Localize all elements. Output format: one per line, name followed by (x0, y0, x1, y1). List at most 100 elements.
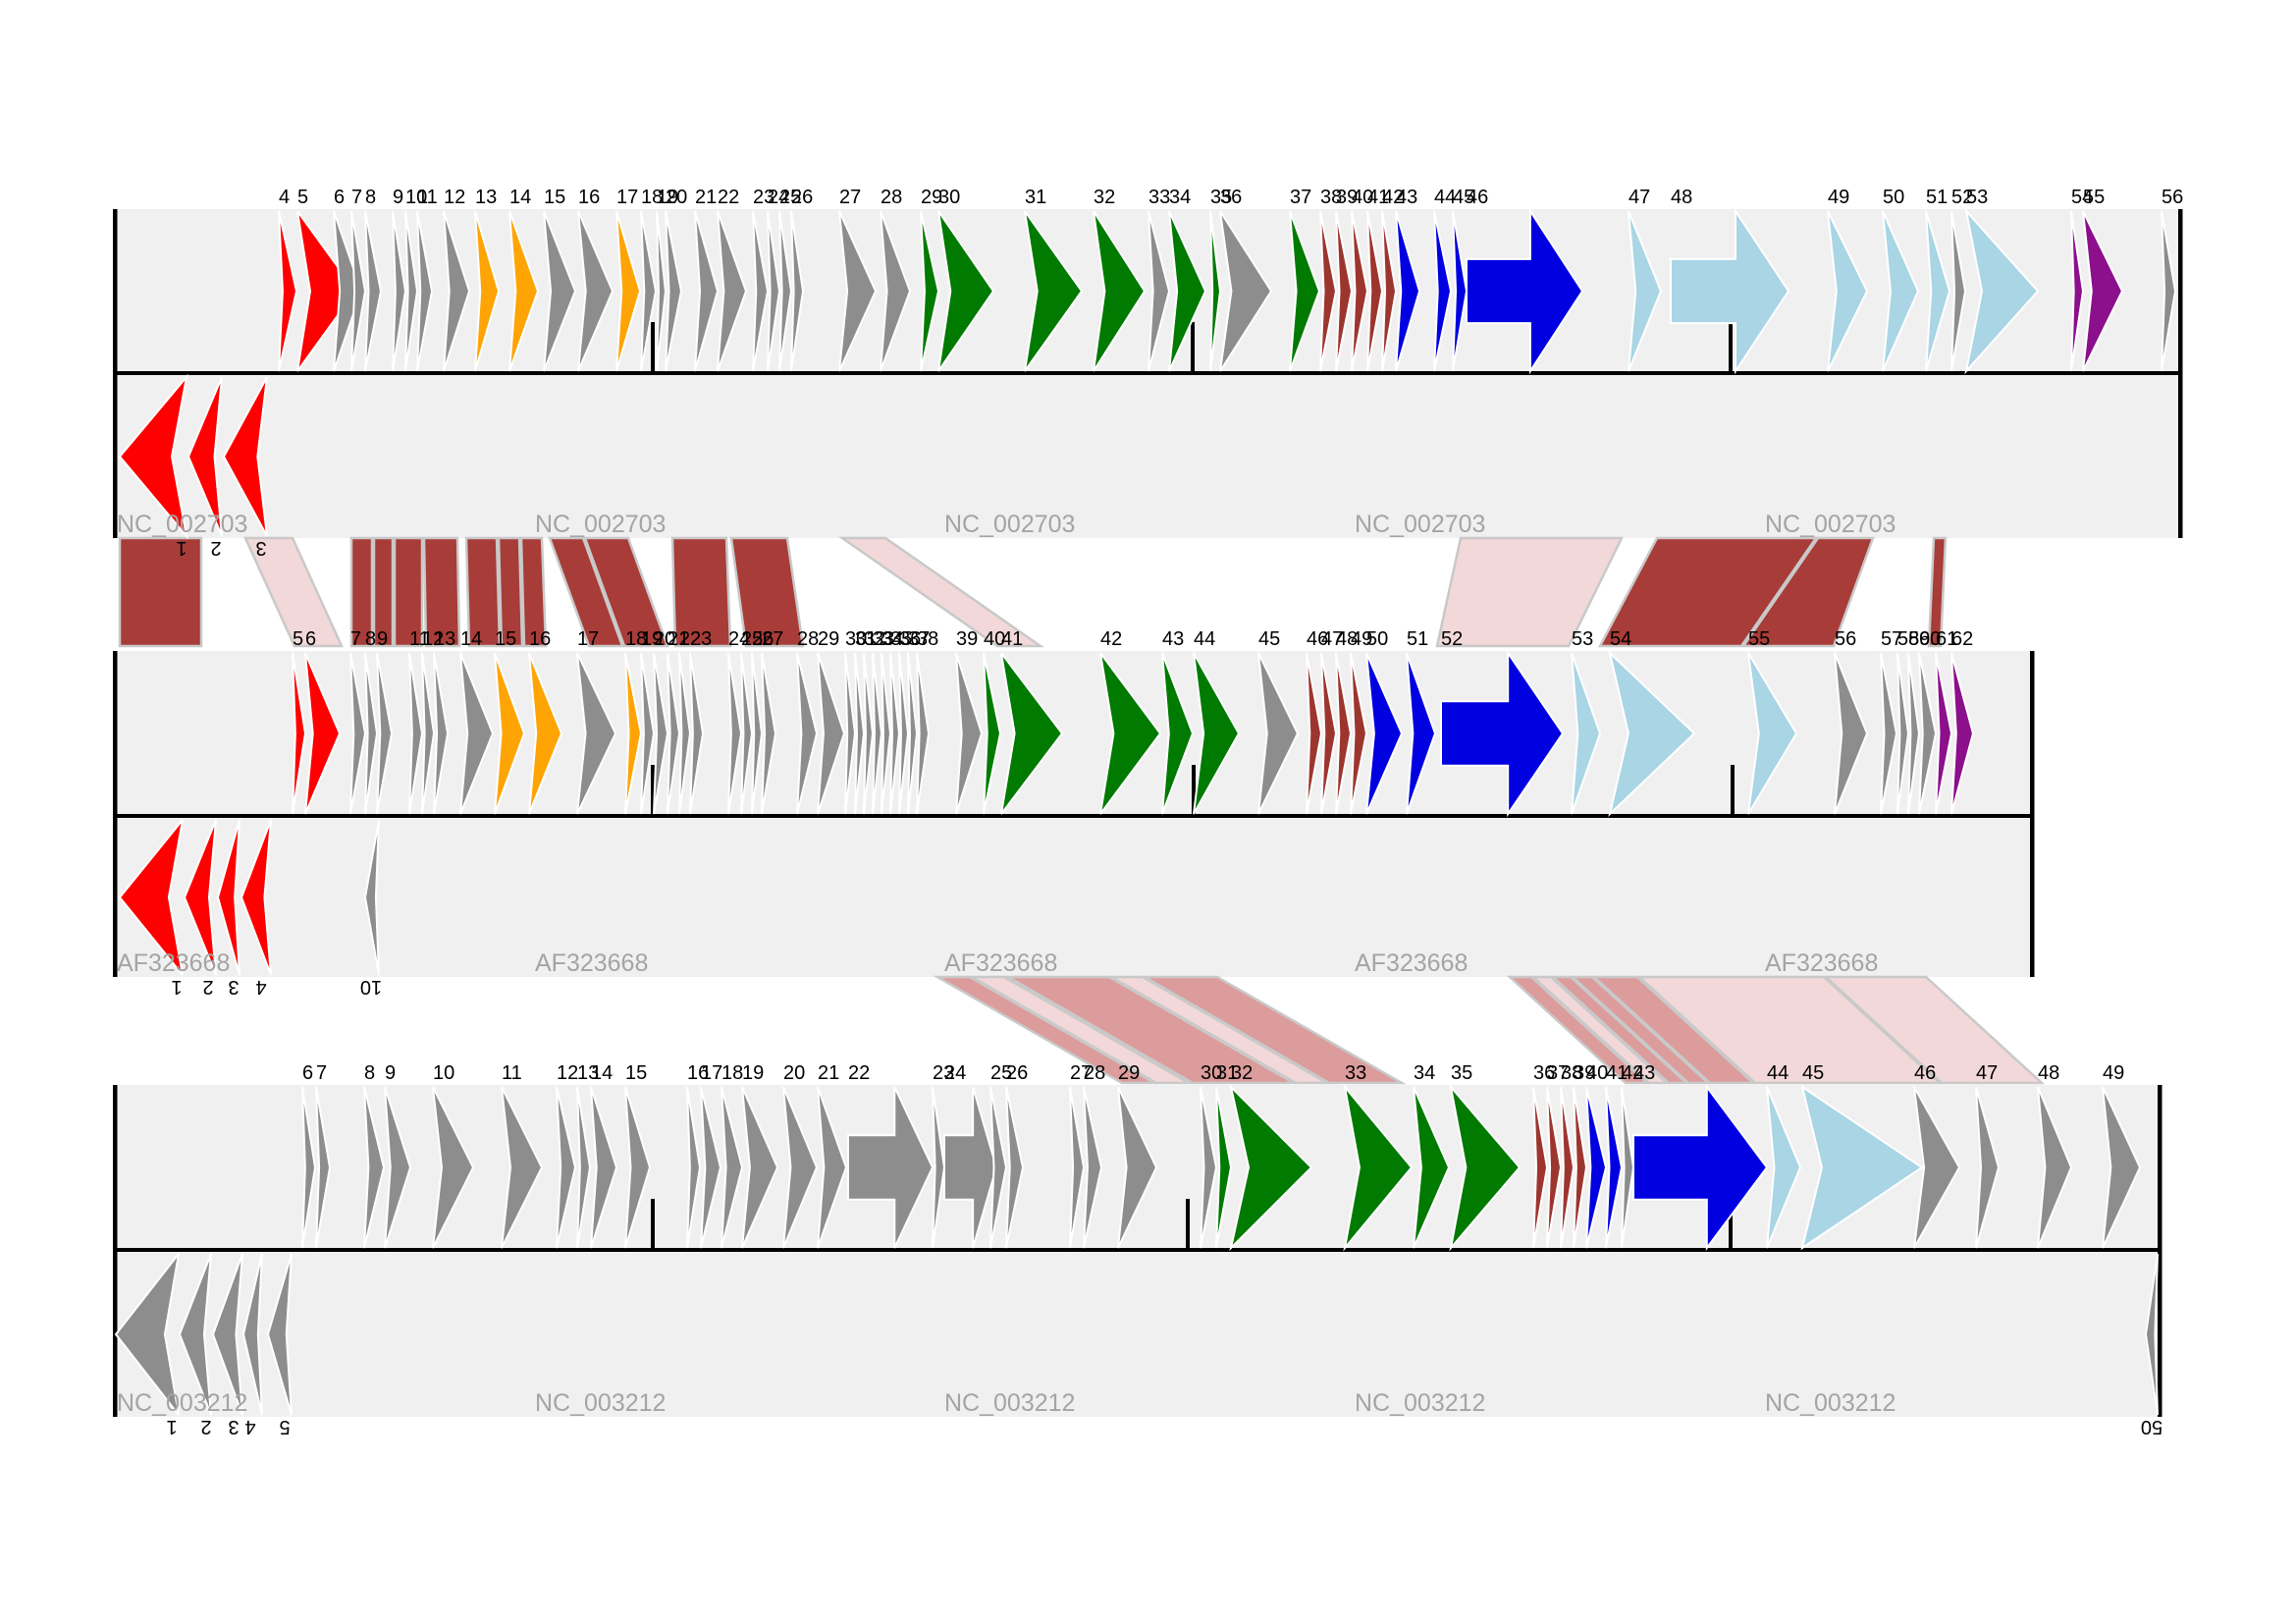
gene-arrow-bottom-27[interactable] (1069, 1086, 1086, 1249)
gene-arrow-bottom-29[interactable] (1117, 1086, 1158, 1249)
gene-arrow-top-41[interactable] (1366, 210, 1384, 372)
gene-arrow-middle-53[interactable] (1571, 652, 1602, 815)
gene-arrow-top-8[interactable] (364, 210, 383, 372)
gene-arrow-bottom-8[interactable] (363, 1086, 386, 1249)
gene-arrow-bottom-41[interactable] (1605, 1086, 1624, 1249)
gene-arrow-top-13[interactable] (474, 210, 501, 372)
gene-arrow-bottom-30[interactable] (1200, 1086, 1218, 1249)
gene-arrow-top-9[interactable] (392, 210, 407, 372)
gene-arrow-bottom-7[interactable] (315, 1086, 332, 1249)
gene-arrow-middle-31[interactable] (854, 652, 866, 815)
gene-arrow-top-34[interactable] (1168, 210, 1207, 372)
similarity-ribbon[interactable] (497, 536, 524, 648)
gene-arrow-top-20[interactable] (665, 210, 683, 372)
gene-arrow-bottom-20[interactable] (782, 1086, 819, 1249)
gene-arrow-bottom-4-rev[interactable] (241, 1253, 263, 1416)
gene-arrow-middle-33[interactable] (872, 652, 883, 815)
similarity-ribbon[interactable] (1635, 975, 1944, 1085)
gene-arrow-top-37[interactable] (1289, 210, 1321, 372)
gene-arrow-top-30[interactable] (937, 210, 995, 372)
gene-arrow-bottom-10[interactable] (432, 1086, 475, 1249)
gene-arrow-middle-58[interactable] (1896, 652, 1910, 815)
gene-arrow-top-53[interactable] (1964, 207, 2040, 375)
gene-arrow-top-14[interactable] (508, 210, 540, 372)
gene-arrow-top-55[interactable] (2082, 210, 2124, 372)
gene-arrow-middle-52[interactable] (1440, 649, 1565, 818)
gene-arrow-top-26[interactable] (790, 210, 805, 372)
gene-arrow-bottom-18[interactable] (721, 1086, 744, 1249)
gene-arrow-middle-41[interactable] (1000, 652, 1064, 815)
gene-arrow-middle-29[interactable] (817, 652, 846, 815)
gene-arrow-bottom-14[interactable] (590, 1086, 618, 1249)
similarity-ribbon[interactable] (670, 536, 732, 648)
gene-arrow-top-54[interactable] (2070, 210, 2085, 372)
gene-arrow-bottom-12[interactable] (556, 1086, 577, 1249)
gene-arrow-top-4[interactable] (278, 210, 298, 372)
gene-arrow-bottom-1-rev[interactable] (114, 1253, 180, 1416)
similarity-ribbon[interactable] (118, 536, 203, 648)
gene-arrow-bottom-11[interactable] (501, 1086, 544, 1249)
gene-arrow-middle-8[interactable] (364, 652, 379, 815)
gene-arrow-top-36[interactable] (1219, 210, 1273, 372)
similarity-ribbon[interactable] (464, 536, 502, 648)
gene-arrow-top-43[interactable] (1395, 210, 1421, 372)
gene-arrow-top-49[interactable] (1827, 210, 1869, 372)
gene-arrow-middle-36[interactable] (898, 652, 910, 815)
gene-arrow-top-5[interactable] (296, 210, 357, 372)
similarity-ribbon[interactable] (349, 536, 374, 648)
gene-arrow-top-44[interactable] (1433, 210, 1453, 372)
similarity-ribbon[interactable] (1140, 975, 1407, 1085)
similarity-ribbon[interactable] (583, 536, 669, 648)
gene-arrow-bottom-34[interactable] (1413, 1086, 1451, 1249)
gene-arrow-middle-14[interactable] (459, 652, 495, 815)
gene-arrow-middle-30[interactable] (844, 652, 857, 815)
gene-arrow-bottom-42[interactable] (1621, 1086, 1635, 1249)
gene-arrow-middle-45[interactable] (1257, 652, 1300, 815)
gene-arrow-middle-47[interactable] (1320, 652, 1338, 815)
gene-arrow-middle-22[interactable] (678, 652, 692, 815)
gene-arrow-top-39[interactable] (1335, 210, 1354, 372)
gene-arrow-middle-13[interactable] (433, 652, 450, 815)
gene-arrow-top-31[interactable] (1024, 210, 1084, 372)
gene-arrow-middle-16[interactable] (528, 652, 563, 815)
gene-arrow-bottom-43[interactable] (1632, 1083, 1769, 1252)
gene-arrow-bottom-6[interactable] (301, 1086, 317, 1249)
gene-arrow-top-25[interactable] (778, 210, 793, 372)
gene-arrow-middle-50[interactable] (1365, 652, 1404, 815)
gene-arrow-top-15[interactable] (543, 210, 577, 372)
similarity-ribbon[interactable] (838, 536, 1044, 648)
gene-arrow-middle-4-rev[interactable] (240, 819, 272, 976)
gene-arrow-top-22[interactable] (717, 210, 748, 372)
gene-arrow-middle-10-rev[interactable] (363, 819, 380, 976)
gene-arrow-top-47[interactable] (1628, 210, 1663, 372)
gene-arrow-middle-12[interactable] (421, 652, 436, 815)
gene-arrow-top-2-rev[interactable] (187, 376, 223, 537)
gene-arrow-top-7[interactable] (350, 210, 367, 372)
gene-arrow-bottom-2-rev[interactable] (178, 1253, 212, 1416)
similarity-ribbon[interactable] (1569, 975, 1712, 1085)
similarity-ribbon[interactable] (1435, 536, 1625, 648)
gene-arrow-middle-49[interactable] (1350, 652, 1368, 815)
gene-arrow-middle-40[interactable] (983, 652, 1002, 815)
gene-arrow-bottom-22[interactable] (847, 1086, 934, 1249)
gene-arrow-middle-11[interactable] (408, 652, 424, 815)
gene-arrow-bottom-36[interactable] (1532, 1086, 1549, 1249)
similarity-ribbon[interactable] (1549, 975, 1690, 1085)
gene-arrow-middle-37[interactable] (907, 652, 919, 815)
gene-arrow-bottom-16[interactable] (686, 1086, 702, 1249)
gene-arrow-middle-17[interactable] (576, 652, 617, 815)
gene-arrow-middle-43[interactable] (1161, 652, 1195, 815)
gene-arrow-middle-20[interactable] (653, 652, 669, 815)
gene-arrow-middle-39[interactable] (955, 652, 984, 815)
gene-arrow-top-17[interactable] (615, 210, 642, 372)
gene-arrow-bottom-39[interactable] (1573, 1086, 1588, 1249)
gene-arrow-top-27[interactable] (838, 210, 878, 372)
gene-arrow-middle-57[interactable] (1880, 652, 1898, 815)
gene-arrow-top-32[interactable] (1093, 210, 1147, 372)
gene-arrow-middle-62[interactable] (1950, 652, 1975, 815)
gene-arrow-top-3-rev[interactable] (222, 376, 268, 537)
gene-arrow-bottom-17[interactable] (700, 1086, 722, 1249)
gene-arrow-bottom-50-rev[interactable] (2144, 1253, 2159, 1416)
gene-arrow-bottom-48[interactable] (2037, 1086, 2073, 1249)
gene-arrow-middle-27[interactable] (761, 652, 777, 815)
